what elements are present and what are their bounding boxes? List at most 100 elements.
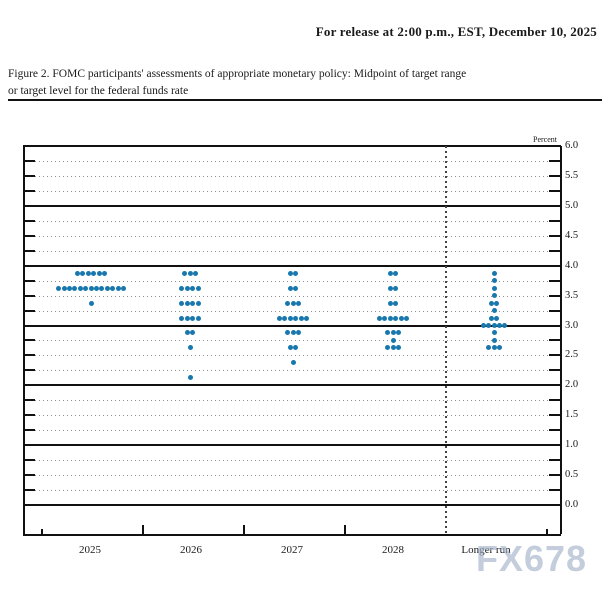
x-axis-label-2025: 2025 [79,544,101,556]
dot-longer-run-2.875 [491,330,497,336]
y-tick-right [549,339,561,342]
y-tick-right [549,399,561,402]
dot-2027-3.375 [295,300,301,306]
dot-2028-3.625 [393,285,399,291]
y-tick-left [23,369,35,372]
dot-2026-3.625 [190,285,196,291]
dot-2027-2.875 [295,330,301,336]
dot-longer-run-3 [496,323,502,328]
y-axis-label: 0.5 [565,469,579,481]
gridline-dotted [35,490,549,492]
dot-2027-3.125 [282,315,288,321]
dot-2025-3.625 [61,285,67,291]
dot-2026-3.125 [190,315,196,321]
dot-2026-3.375 [195,300,201,306]
dot-2027-2.625 [293,345,299,351]
y-tick-right [549,294,561,297]
dot-2026-2.875 [184,330,190,336]
dot-longer-run-3.75 [491,278,497,284]
y-axis-label: 4.0 [565,259,579,271]
dot-2025-3.625 [56,285,62,291]
y-tick-right [549,414,561,417]
y-tick-right [549,279,561,282]
dot-2027-3.625 [293,285,299,291]
dot-longer-run-3 [480,323,486,328]
x-axis-label-longer-run: Longer run [461,544,511,556]
dot-2028-3.875 [387,270,393,276]
y-tick-right [549,159,561,162]
dot-longer-run-3.125 [488,315,494,321]
gridline-solid [23,444,561,447]
dot-2028-3.375 [393,300,399,306]
y-tick-right [549,474,561,477]
dot-2026-3.625 [195,285,201,291]
y-tick-right [549,234,561,237]
dot-2026-3.375 [184,300,190,306]
dot-2025-3.875 [85,270,91,276]
dot-2027-3.875 [287,270,293,276]
dot-longer-run-3.125 [494,315,500,321]
dot-2026-3.375 [190,300,196,306]
y-tick-right [549,219,561,222]
dot-longer-run-2.625 [491,345,497,351]
dot-2028-2.75 [390,337,396,343]
y-tick-left [23,429,35,432]
gridline-dotted [35,475,549,477]
dot-2028-3.125 [382,315,388,321]
gridline-solid [23,504,561,506]
y-tick-right [549,459,561,462]
x-axis-label-2026: 2026 [180,544,202,556]
dot-2025-3.875 [91,270,97,276]
x-axis-tick [243,525,245,534]
dot-2025-3.875 [80,270,86,276]
gridline-dotted [35,280,549,282]
dot-2028-2.875 [385,330,391,336]
dot-2026-3.375 [179,300,185,306]
gridline-solid [23,204,561,207]
y-tick-left [23,294,35,297]
y-tick-right [549,309,561,312]
y-axis-label: 1.0 [565,439,579,451]
x-axis-tick-minor [546,529,548,534]
y-tick-right [549,429,561,432]
dot-2028-3.625 [387,285,393,291]
dot-longer-run-3 [491,323,497,328]
dot-2026-3.875 [187,270,193,276]
gridline-dotted [35,235,549,237]
dot-2025-3.875 [75,270,80,276]
dot-2026-3.875 [192,270,198,276]
dot-2026-3.625 [184,285,190,291]
dot-2027-3.625 [287,285,293,291]
y-axis-title: Percent [533,135,557,144]
y-tick-right [549,354,561,357]
gridline-dotted [35,355,549,357]
gridline-solid [23,145,561,147]
y-tick-left [23,174,35,177]
dot-2026-3.875 [182,270,188,276]
figure-caption-line1: Figure 2. FOMC participants' assessments… [8,68,467,80]
dot-2027-3.875 [293,270,299,276]
dot-2027-3.125 [277,315,282,321]
gridline-dotted [35,340,549,342]
gridline-dotted [35,430,549,432]
gridline-solid [23,264,561,267]
x-axis-tick [344,525,346,534]
x-axis-tick [142,525,144,534]
y-axis-label: 4.5 [565,229,579,241]
dot-2027-3.125 [298,315,304,321]
dot-2026-3.125 [179,315,185,321]
x-axis-label-2028: 2028 [382,544,404,556]
y-axis-label: 5.0 [565,199,579,211]
y-tick-left [23,414,35,417]
gridline-dotted [35,220,549,222]
dot-2026-3.125 [184,315,190,321]
x-axis-tick-minor [41,529,43,534]
gridline-dotted [35,175,549,177]
figure-caption: Figure 2. FOMC participants' assessments… [8,66,604,99]
y-axis-label: 2.0 [565,379,579,391]
dot-2026-2.875 [190,330,196,336]
dot-2028-3.125 [377,315,382,321]
dot-2028-3.875 [393,270,399,276]
dot-2028-2.875 [390,330,396,336]
dot-2026-2.125 [187,375,193,381]
